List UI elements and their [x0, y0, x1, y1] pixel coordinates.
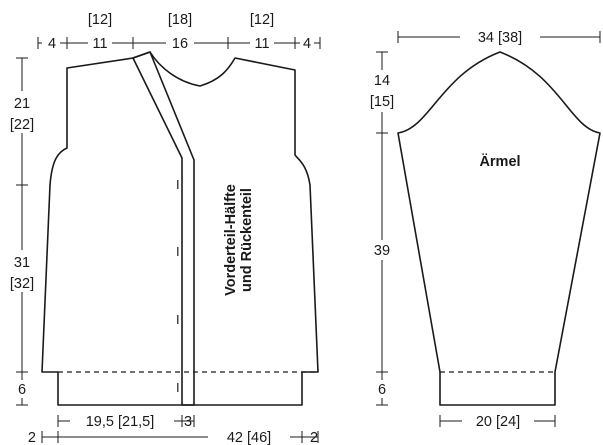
sleeve-bottom-dimension: 20 [24]	[439, 412, 556, 430]
sleeve-label: Ärmel	[479, 153, 520, 170]
body-piece: I I I I Vorderteil-Hälfte und Rückenteil	[41, 51, 319, 406]
buttonhole-mark: I	[176, 380, 180, 395]
sleeve-outline	[397, 51, 601, 406]
dim-sleeve-rib-height: 6	[378, 382, 386, 398]
dim-top-neck: 16	[172, 36, 188, 52]
dim-side-length-alt: [32]	[10, 276, 34, 292]
dim-sleeve-cap-height-alt: [15]	[370, 94, 394, 110]
dim-top-left-edge: 4	[48, 36, 56, 52]
dim-sleeve-cap-height: 14	[374, 73, 390, 89]
body-bottom-dimensions: 19,5 [21,5] 3 2 42 [46] 2	[28, 412, 319, 445]
dim-top-right-edge: 4	[303, 36, 311, 52]
dim-sleeve-length: 39	[374, 243, 390, 259]
dim-sleeve-top-width: 34 [38]	[478, 30, 522, 46]
dim-rib-height: 6	[18, 382, 26, 398]
dim-front-width: 19,5 [21,5]	[86, 414, 155, 430]
front-band	[132, 51, 195, 406]
dim-armhole-height-alt: [22]	[10, 117, 34, 133]
dim-top-alt-mid: [18]	[168, 12, 192, 28]
back-outline	[132, 51, 319, 406]
piece-label-line2: und Rückenteil	[239, 188, 255, 292]
body-top-dimensions: [12] [18] [12] 4 11 16 11 4	[37, 12, 321, 52]
dim-back-width: 42 [46]	[227, 430, 271, 445]
dim-top-alt-left: [12]	[88, 12, 112, 28]
dim-top-shoulder-left: 11	[92, 36, 107, 52]
dim-top-alt-right: [12]	[250, 12, 274, 28]
buttonhole-mark: I	[176, 312, 180, 327]
body-left-dimensions: 21 [22] 31 [32] 6	[2, 57, 42, 406]
dim-sleeve-cuff-width: 20 [24]	[476, 414, 520, 430]
piece-label-line1: Vorderteil-Hälfte	[223, 184, 239, 296]
body-outline	[41, 57, 183, 406]
dim-side-length: 31	[14, 255, 30, 271]
sleeve-left-dimensions: 14 [15] 39 6	[362, 51, 402, 406]
buttonhole-mark: I	[176, 244, 180, 259]
dim-armhole-height: 21	[14, 96, 30, 112]
sleeve-piece: Ärmel	[397, 51, 601, 406]
sleeve-top-dimension: 34 [38]	[397, 28, 601, 46]
dim-band-width: 3	[184, 414, 192, 430]
dim-top-shoulder-right: 11	[254, 36, 269, 52]
buttonhole-mark: I	[176, 177, 180, 192]
dim-bottom-left-edge: 2	[28, 430, 36, 445]
dim-bottom-right-edge: 2	[310, 430, 318, 445]
